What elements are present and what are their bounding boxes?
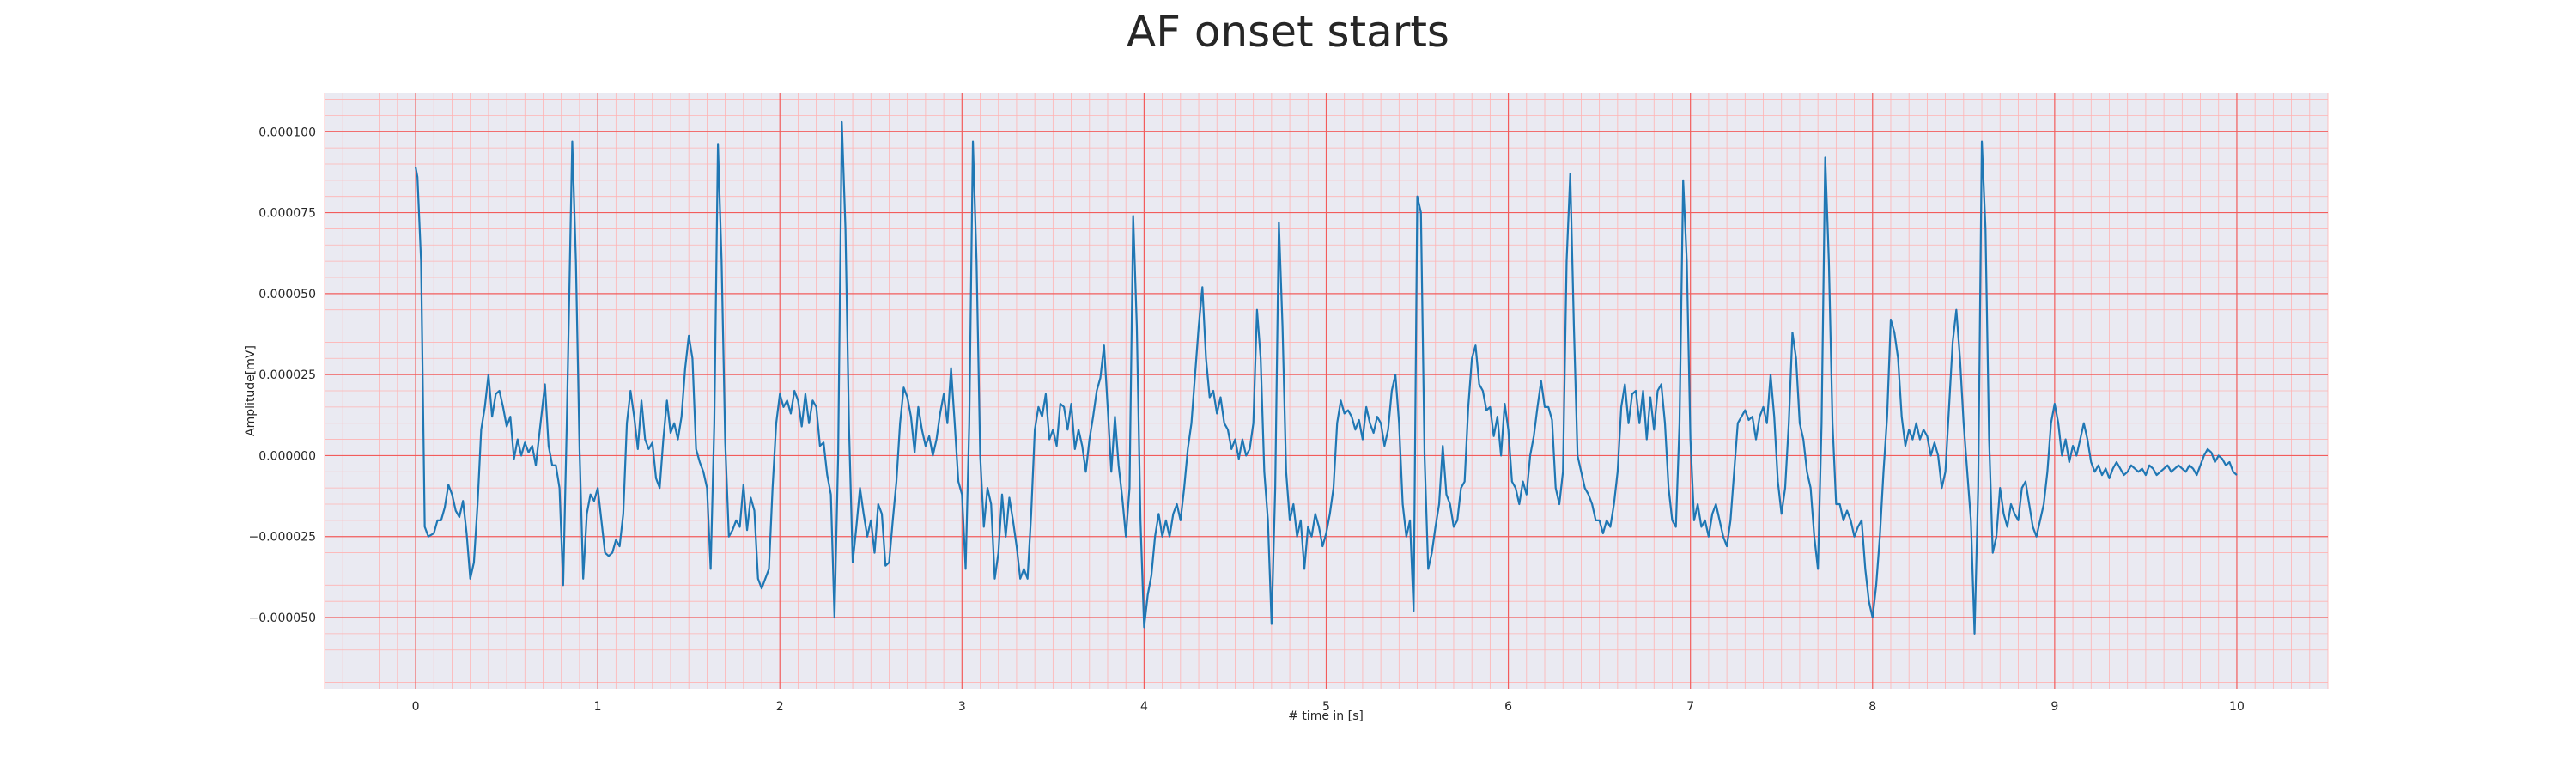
y-tick-label: −0.000050 bbox=[248, 612, 316, 625]
y-tick-label: 0.000050 bbox=[258, 288, 316, 301]
x-tick-label: 0 bbox=[412, 700, 420, 714]
x-tick-label: 4 bbox=[1140, 700, 1148, 714]
y-tick-label: 0.000025 bbox=[258, 368, 316, 382]
x-tick-label: 8 bbox=[1868, 700, 1876, 714]
x-tick-label: 7 bbox=[1686, 700, 1694, 714]
y-tick-label: 0.000000 bbox=[258, 449, 316, 463]
x-tick-label: 2 bbox=[776, 700, 784, 714]
y-tick-label: 0.000075 bbox=[258, 207, 316, 221]
y-tick-label: −0.000025 bbox=[248, 531, 316, 545]
series-layer bbox=[414, 120, 2238, 635]
ecg-signal-line bbox=[414, 120, 2238, 635]
x-axis-label: # time in [s] bbox=[1288, 709, 1364, 723]
x-tick-label: 9 bbox=[2050, 700, 2058, 714]
x-tick-label: 6 bbox=[1504, 700, 1512, 714]
x-tick-label: 10 bbox=[2229, 700, 2245, 714]
chart-title: AF onset starts bbox=[1127, 7, 1449, 57]
x-tick-labels: 0 1 2 3 4 5 6 7 8 9 10 bbox=[412, 700, 2245, 714]
x-tick-label: 3 bbox=[958, 700, 966, 714]
x-tick-label: 1 bbox=[594, 700, 602, 714]
y-axis-label: Amplitude[mV] bbox=[244, 345, 258, 436]
x-tick-label: 5 bbox=[1322, 700, 1330, 714]
y-tick-label: 0.000100 bbox=[258, 125, 316, 139]
y-tick-labels: −0.000050 −0.000025 0.000000 0.000025 0.0000… bbox=[248, 125, 316, 625]
